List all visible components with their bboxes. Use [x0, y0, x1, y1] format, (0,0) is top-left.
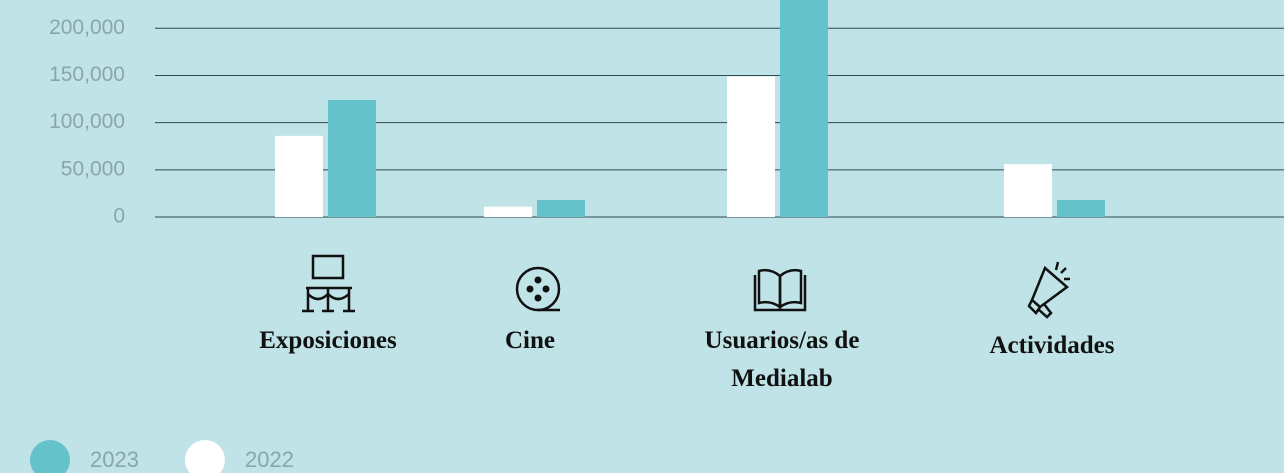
bar — [1004, 164, 1052, 217]
legend-label: 2023 — [90, 447, 139, 472]
legend-swatch — [30, 440, 70, 473]
y-tick-label: 50,000 — [61, 157, 125, 180]
category-label: Exposiciones — [259, 327, 397, 354]
bar — [727, 76, 775, 217]
legend-label: 2022 — [245, 447, 294, 472]
legend: 2023 2022 — [30, 440, 294, 473]
icon-actividades — [1027, 261, 1070, 319]
y-tick-label: 150,000 — [49, 63, 125, 86]
y-tick-label: 100,000 — [49, 110, 125, 133]
bar — [328, 100, 376, 217]
bar — [1057, 200, 1105, 217]
icon-exposiciones — [302, 254, 355, 313]
bar — [484, 206, 532, 217]
legend-swatch — [185, 440, 225, 473]
category-label: Usuarios/as de Medialab — [704, 327, 860, 392]
bars — [275, 0, 1105, 218]
category-label: Cine — [505, 327, 555, 354]
y-tick-label: 0 — [113, 205, 125, 228]
y-tick-label: 200,000 — [49, 16, 125, 39]
icon-medialab — [753, 268, 807, 312]
bar — [537, 200, 585, 217]
category-label: Actividades — [989, 332, 1115, 359]
bar — [275, 135, 323, 217]
icon-cine — [515, 266, 561, 312]
grid: 0 50,000 100,000 150,000 200,000 — [49, 16, 1284, 228]
bar — [780, 0, 828, 218]
